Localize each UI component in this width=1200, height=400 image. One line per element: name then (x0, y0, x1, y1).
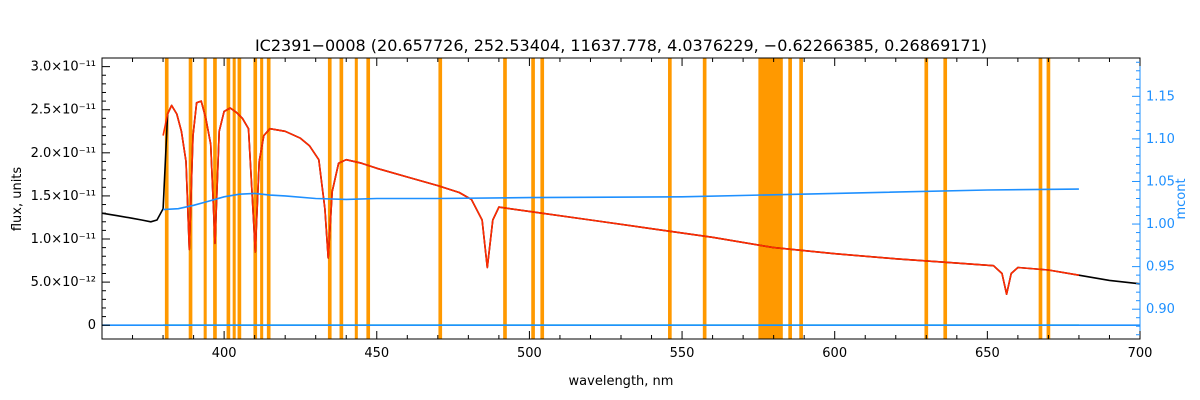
masked-regions (164, 58, 1051, 339)
masked-region (702, 58, 707, 339)
masked-region (1046, 58, 1051, 339)
y-right-tick-label: 0.95 (1146, 260, 1175, 275)
y-axis-label: flux, units (10, 167, 25, 232)
chart-title: IC2391−0008 (20.657726, 252.53404, 11637… (255, 36, 987, 55)
x-axis-label: wavelength, nm (569, 374, 674, 389)
series-group (101, 100, 1141, 327)
masked-region (226, 58, 231, 339)
masked-region (540, 58, 545, 339)
masked-region (203, 58, 207, 339)
y-tick-label: 5.0×10⁻¹² (31, 275, 96, 290)
masked-region (1038, 58, 1043, 339)
series-line (163, 188, 1079, 211)
x-tick-label: 700 (1128, 346, 1153, 361)
x-tick-label: 600 (822, 346, 847, 361)
masked-region (788, 58, 792, 339)
x-tick-label: 400 (212, 346, 237, 361)
y-right-tick-label: 1.10 (1146, 132, 1175, 147)
masked-region (799, 58, 803, 339)
y-tick-label: 1.0×10⁻¹¹ (31, 232, 96, 247)
masked-region (531, 58, 535, 339)
y-right-axis-label: mcont (1174, 178, 1189, 219)
y-right-tick-label: 1.00 (1146, 217, 1175, 232)
y-tick-label: 3.0×10⁻¹¹ (31, 60, 96, 75)
x-tick-label: 450 (364, 346, 389, 361)
x-tick-label: 500 (517, 346, 542, 361)
y-right-tick-label: 1.05 (1146, 174, 1175, 189)
masked-region (668, 58, 672, 339)
y-tick-label: 2.5×10⁻¹¹ (31, 103, 96, 118)
x-tick-label: 550 (670, 346, 695, 361)
masked-region (164, 58, 169, 339)
masked-region (943, 58, 948, 339)
masked-region (232, 58, 236, 339)
y-right-tick-label: 0.90 (1146, 302, 1175, 317)
y-right-tick-label: 1.15 (1146, 89, 1175, 104)
masked-region (924, 58, 929, 339)
y-tick-label: 0 (88, 318, 96, 333)
series-line (162, 100, 1080, 296)
masked-region (237, 58, 242, 339)
masked-region (213, 58, 217, 339)
masked-region (253, 58, 258, 339)
axes-group: 400 450 500 550 600 650 700 0 5.0×10⁻¹² 1.0×10⁻¹¹… (31, 57, 1175, 361)
y-tick-label: 2.0×10⁻¹¹ (31, 146, 96, 161)
y-tick-label: 1.5×10⁻¹¹ (31, 189, 96, 204)
masked-region (758, 58, 783, 339)
x-tick-label: 650 (975, 346, 1000, 361)
masked-region (260, 58, 264, 339)
masked-region (266, 58, 271, 339)
